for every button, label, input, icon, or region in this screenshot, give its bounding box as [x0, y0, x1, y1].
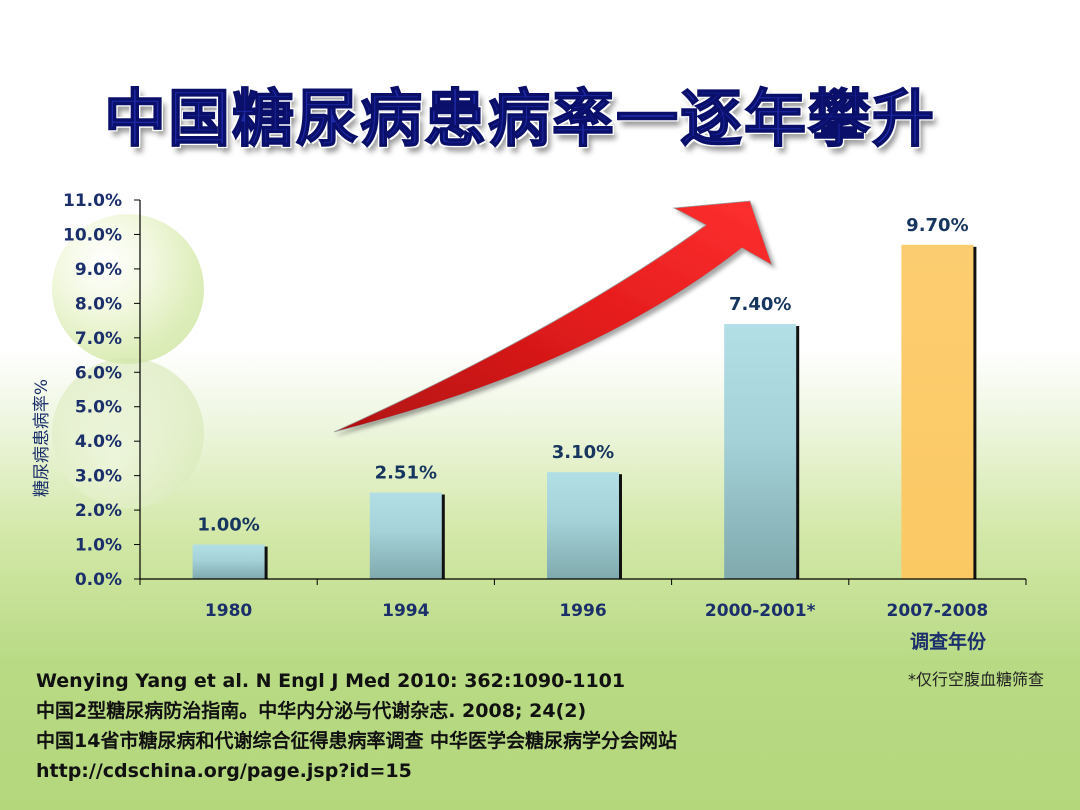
footnote: *仅行空腹血糖筛查 — [907, 670, 1044, 689]
decorative-orb — [52, 214, 204, 364]
x-axis-title: 调查年份 — [910, 630, 987, 653]
x-tick-label: 1994 — [382, 601, 429, 621]
y-tick-label: 4.0% — [75, 432, 122, 452]
data-label: 2.51% — [375, 463, 437, 484]
reference-line: 中国14省市糖尿病和代谢综合征得患病率调查 中华医学会糖尿病学分会网站 — [36, 730, 678, 752]
y-tick-label: 3.0% — [75, 467, 122, 487]
trend-arrow — [333, 200, 773, 433]
x-tick-label: 1980 — [205, 601, 252, 621]
data-labels: 1.00% 2.51% 3.10% 7.40% 9.70% — [197, 215, 968, 536]
data-label: 3.10% — [552, 442, 614, 463]
y-tick-label: 6.0% — [75, 363, 122, 383]
y-axis-title: 糖尿病患病率% — [32, 379, 52, 497]
x-tick-label: 2007-2008 — [887, 601, 989, 621]
y-tick-label: 9.0% — [75, 260, 122, 280]
x-axis-labels: 1980 1994 1996 2000-2001* 2007-2008 — [205, 601, 988, 621]
reference-line: 中国2型糖尿病防治指南。中华内分泌与代谢杂志. 2008; 24(2) — [36, 700, 587, 722]
y-tick-label: 8.0% — [75, 294, 122, 314]
y-tick-label: 11.0% — [63, 191, 122, 211]
y-tick-label: 0.0% — [75, 570, 122, 590]
reference-line: http://cdschina.org/page.jsp?id=15 — [36, 760, 412, 782]
slide-title: 中国糖尿病患病率一逐年攀升 — [103, 81, 936, 156]
x-tick-label: 2000-2001* — [705, 601, 816, 621]
reference-line: Wenying Yang et al. N Engl J Med 2010: 3… — [36, 670, 626, 692]
bar — [192, 544, 265, 579]
references: Wenying Yang et al. N Engl J Med 2010: 3… — [36, 666, 677, 786]
bar — [724, 324, 797, 579]
y-tick-label: 10.0% — [63, 225, 122, 245]
decorative-orb-reflection — [52, 358, 204, 508]
axes — [139, 200, 1027, 585]
y-tick-label: 1.0% — [75, 536, 122, 556]
x-tick-label: 1996 — [559, 601, 606, 621]
y-axis-ticks: 0.0% 1.0% 2.0% 3.0% 4.0% 5.0% 6.0% 7.0% 8.0% 9.0%… — [63, 191, 140, 590]
bar — [547, 472, 619, 579]
bars — [192, 244, 977, 580]
y-tick-label: 7.0% — [75, 329, 122, 349]
data-label: 9.70% — [906, 215, 968, 236]
data-label: 1.00% — [197, 515, 259, 536]
bar — [369, 492, 442, 579]
bar — [901, 244, 974, 580]
y-tick-label: 2.0% — [75, 501, 122, 521]
data-label: 7.40% — [729, 294, 791, 315]
y-tick-label: 5.0% — [75, 398, 122, 418]
